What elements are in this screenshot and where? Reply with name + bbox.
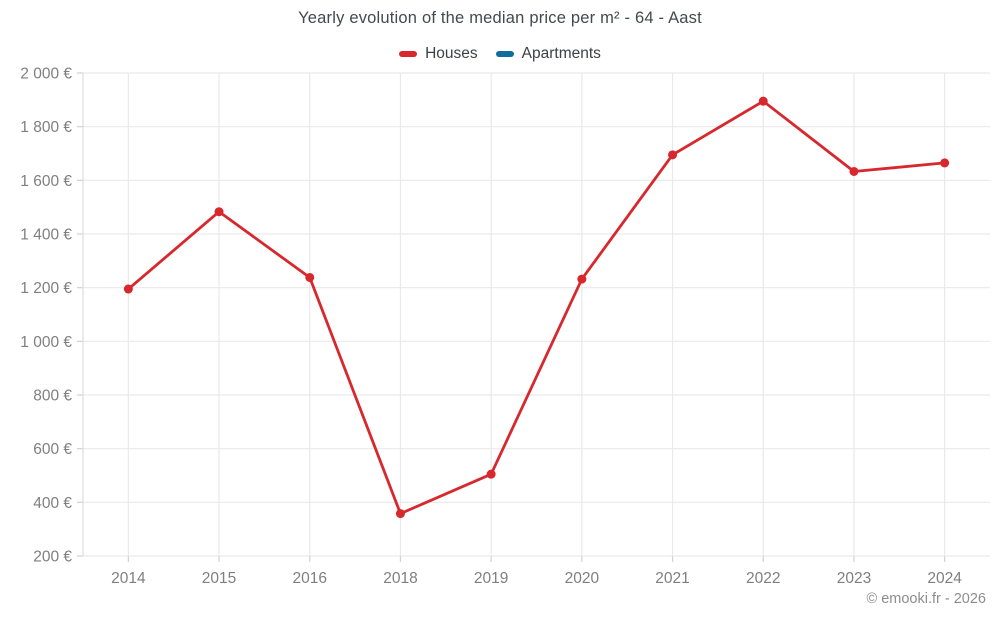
x-tick-label: 2024 [927,570,962,587]
chart-title: Yearly evolution of the median price per… [298,9,702,27]
y-tick-label: 800 € [33,388,72,405]
apartments-series-swatch-icon [495,51,514,57]
y-tick-label: 1 000 € [20,334,72,351]
y-tick-label: 1 200 € [20,280,72,297]
y-tick-label: 1 400 € [20,227,72,244]
y-tick-label: 1 800 € [20,119,72,136]
x-tick-label: 2020 [565,570,600,587]
data-point-houses-2022[interactable] [758,96,768,106]
houses-series-swatch-icon [399,51,418,57]
data-point-houses-2024[interactable] [940,158,950,168]
y-tick-label: 400 € [33,495,72,512]
data-point-houses-2021[interactable] [668,150,678,160]
y-tick-label: 600 € [33,441,72,458]
x-tick-label: 2019 [474,570,508,587]
data-point-houses-2023[interactable] [849,166,859,176]
x-tick-label: 2014 [111,570,146,587]
data-point-houses-2020[interactable] [577,274,587,284]
data-point-houses-2016[interactable] [305,272,315,282]
legend: Houses Apartments [0,45,1000,63]
data-point-houses-2019[interactable] [486,469,496,479]
data-point-houses-2015[interactable] [214,207,224,217]
legend-label-apartments: Apartments [521,45,601,62]
series-line-houses [126,99,947,516]
x-tick-label: 2023 [837,570,871,587]
x-tick-label: 2022 [746,570,780,587]
x-tick-label: 2018 [383,570,417,587]
y-tick-label: 1 600 € [20,173,72,190]
x-tick-label: 2015 [202,570,236,587]
copyright-text: © emooki.fr - 2026 [866,591,986,607]
data-point-houses-2018[interactable] [395,509,405,519]
y-tick-label: 200 € [33,549,72,566]
legend-item-apartments[interactable]: Apartments [495,45,601,63]
x-tick-label: 2016 [293,570,327,587]
legend-item-houses[interactable]: Houses [399,45,478,63]
legend-label-houses: Houses [425,45,478,62]
y-tick-label: 2 000 € [20,66,72,83]
data-point-houses-2014[interactable] [123,284,133,294]
x-tick-label: 2021 [655,570,689,587]
